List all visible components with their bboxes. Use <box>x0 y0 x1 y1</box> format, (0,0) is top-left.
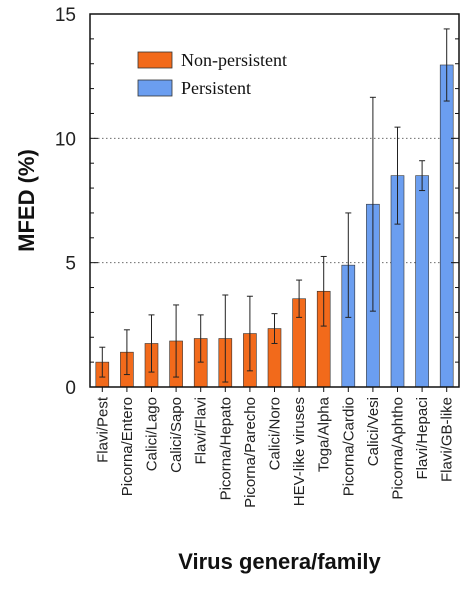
x-axis-ticks: Flavi/Pest Picorna/Entero Calici/Lago Calic… <box>94 387 456 508</box>
x-tick-label: Calici/Noro <box>267 397 284 470</box>
x-tick-label: Flavi/Pest <box>94 396 111 463</box>
bars <box>95 64 454 388</box>
bar <box>415 175 429 388</box>
x-tick-label: Picorna/Parecho <box>242 397 259 508</box>
x-tick-label: Flavi/GB-like <box>439 397 456 482</box>
bar <box>439 64 454 388</box>
x-tick-label: Picorna/Hepato <box>217 397 234 500</box>
y-tick-label: 5 <box>65 254 76 275</box>
x-tick-label: HEV-like viruses <box>291 397 308 506</box>
legend-label-persistent: Persistent <box>181 78 251 98</box>
x-tick-label: Toga/Alpha <box>316 396 333 472</box>
x-tick-label: Calici/Sapo <box>168 397 185 473</box>
legend: Non-persistent Persistent <box>137 50 287 98</box>
gridlines <box>90 137 459 264</box>
y-axis-title: MFED (%) <box>14 149 39 252</box>
y-tick-label: 15 <box>55 5 76 26</box>
x-tick-label: Flavi/Flavi <box>193 397 210 465</box>
y-tick-label: 10 <box>55 129 76 150</box>
x-tick-label: Flavi/Hepaci <box>414 397 431 480</box>
y-tick-label: 0 <box>65 378 76 399</box>
legend-swatch-persistent <box>137 79 173 97</box>
error-bars <box>99 28 450 383</box>
legend-swatch-non-persistent <box>137 51 173 69</box>
x-tick-label: Calici/Vesi <box>365 397 382 466</box>
x-axis-title: Virus genera/family <box>178 549 381 574</box>
x-tick-label: Picorna/Aphtho <box>390 397 407 500</box>
x-tick-label: Calici/Lago <box>144 397 161 471</box>
y-axis-ticks: 0 5 10 15 <box>55 5 459 399</box>
legend-label-non-persistent: Non-persistent <box>181 50 287 70</box>
x-tick-label: Picorna/Cardio <box>340 397 357 496</box>
x-tick-label: Picorna/Entero <box>119 397 136 496</box>
